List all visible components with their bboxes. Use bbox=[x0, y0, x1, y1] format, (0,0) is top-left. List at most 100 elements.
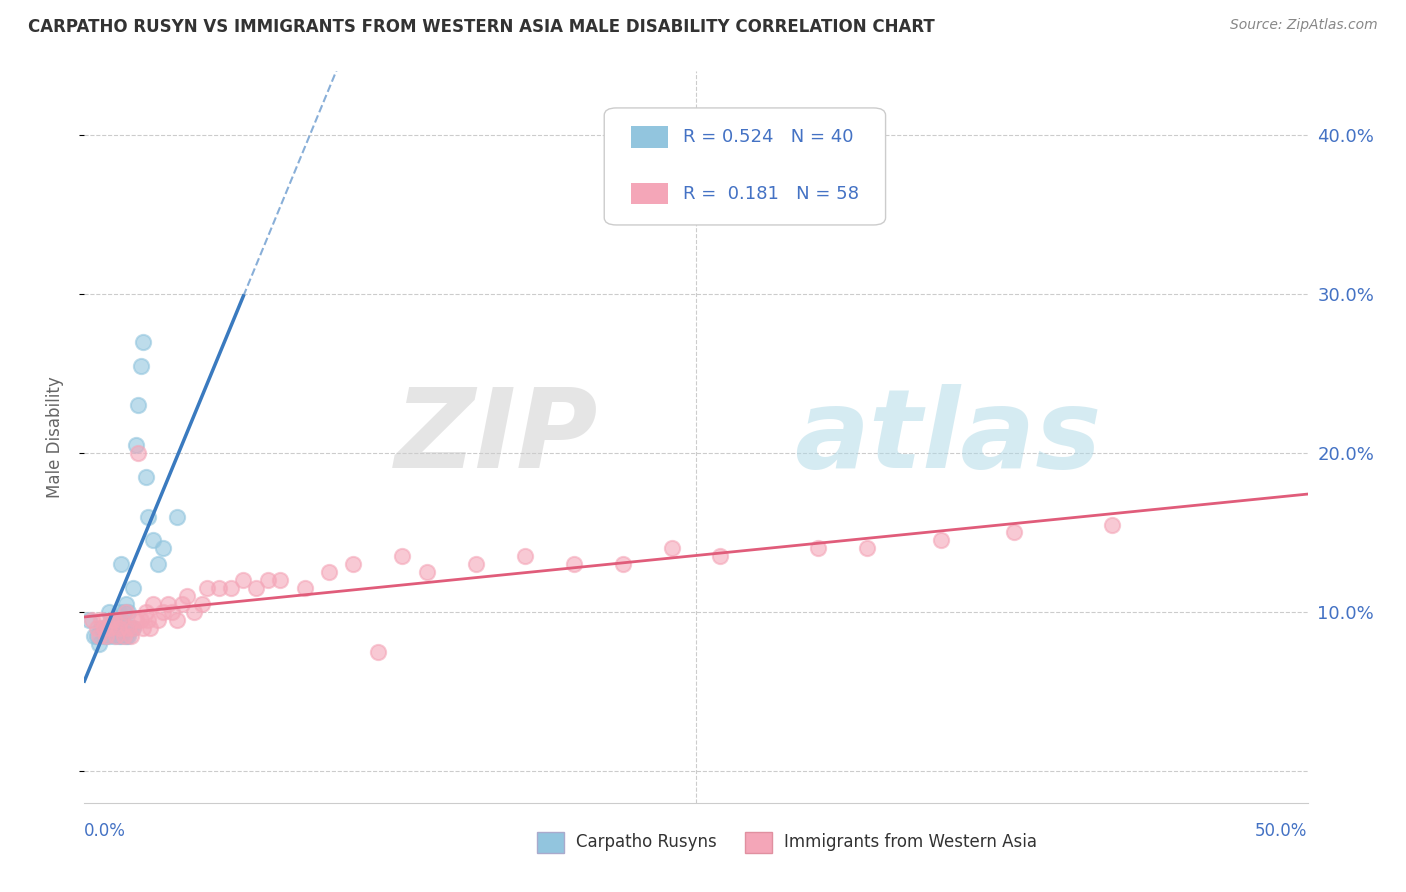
Point bbox=[1002, 525, 1025, 540]
Point bbox=[77, 613, 100, 627]
Point bbox=[142, 533, 165, 548]
Point bbox=[96, 621, 118, 635]
Point bbox=[1101, 517, 1123, 532]
FancyBboxPatch shape bbox=[537, 831, 564, 853]
FancyBboxPatch shape bbox=[745, 831, 772, 853]
Point bbox=[166, 509, 188, 524]
Point bbox=[513, 549, 536, 564]
Point bbox=[115, 605, 138, 619]
Point bbox=[96, 629, 118, 643]
Point bbox=[112, 621, 135, 635]
Text: Source: ZipAtlas.com: Source: ZipAtlas.com bbox=[1230, 18, 1378, 32]
Point bbox=[162, 605, 184, 619]
Point bbox=[367, 645, 389, 659]
Point bbox=[105, 621, 128, 635]
Point bbox=[87, 629, 110, 643]
Point bbox=[195, 581, 218, 595]
Point bbox=[100, 613, 122, 627]
Point bbox=[152, 541, 174, 556]
Point bbox=[318, 566, 340, 580]
Point bbox=[807, 541, 830, 556]
Point bbox=[661, 541, 683, 556]
Point bbox=[117, 605, 139, 619]
Point bbox=[86, 629, 108, 643]
Text: R =  0.181   N = 58: R = 0.181 N = 58 bbox=[682, 185, 859, 202]
Point bbox=[929, 533, 952, 548]
Point bbox=[269, 573, 291, 587]
Point bbox=[107, 605, 129, 619]
Point bbox=[115, 597, 138, 611]
Point bbox=[112, 629, 135, 643]
Point bbox=[135, 605, 157, 619]
Point bbox=[562, 558, 585, 572]
Point bbox=[146, 613, 169, 627]
Text: ZIP: ZIP bbox=[395, 384, 598, 491]
Text: Carpatho Rusyns: Carpatho Rusyns bbox=[576, 833, 717, 851]
Point bbox=[219, 581, 242, 595]
Point bbox=[80, 613, 103, 627]
Point bbox=[125, 613, 148, 627]
FancyBboxPatch shape bbox=[631, 126, 668, 148]
Point bbox=[612, 558, 634, 572]
Text: Immigrants from Western Asia: Immigrants from Western Asia bbox=[785, 833, 1038, 851]
Point bbox=[232, 573, 254, 587]
Point bbox=[122, 581, 145, 595]
Point bbox=[110, 613, 132, 627]
Y-axis label: Male Disability: Male Disability bbox=[45, 376, 63, 498]
Point bbox=[103, 613, 125, 627]
Point bbox=[127, 398, 149, 412]
Point bbox=[105, 613, 128, 627]
Point bbox=[86, 621, 108, 635]
FancyBboxPatch shape bbox=[631, 183, 668, 204]
Text: 50.0%: 50.0% bbox=[1256, 822, 1308, 840]
Point bbox=[146, 558, 169, 572]
Text: 0.0%: 0.0% bbox=[84, 822, 127, 840]
Point bbox=[464, 558, 486, 572]
Point bbox=[139, 621, 162, 635]
Point bbox=[416, 566, 439, 580]
Point bbox=[83, 629, 105, 643]
Point bbox=[183, 605, 205, 619]
Point bbox=[97, 629, 120, 643]
Point bbox=[176, 589, 198, 603]
Point bbox=[257, 573, 280, 587]
Point bbox=[93, 621, 115, 635]
Point bbox=[96, 629, 118, 643]
Point bbox=[120, 621, 142, 635]
Point bbox=[127, 446, 149, 460]
Point bbox=[105, 629, 128, 643]
Text: R = 0.524   N = 40: R = 0.524 N = 40 bbox=[682, 128, 853, 146]
Point bbox=[87, 637, 110, 651]
Point bbox=[856, 541, 879, 556]
Point bbox=[120, 629, 142, 643]
Point bbox=[132, 334, 155, 349]
Point bbox=[112, 605, 135, 619]
Point bbox=[136, 509, 159, 524]
Point bbox=[117, 621, 139, 635]
Point bbox=[129, 613, 152, 627]
Point bbox=[122, 621, 145, 635]
Point bbox=[208, 581, 231, 595]
Point bbox=[110, 629, 132, 643]
Point bbox=[142, 597, 165, 611]
Point bbox=[100, 621, 122, 635]
Point bbox=[156, 597, 179, 611]
Point bbox=[107, 621, 129, 635]
Point bbox=[129, 359, 152, 373]
Point bbox=[132, 621, 155, 635]
Point bbox=[135, 470, 157, 484]
Point bbox=[110, 558, 132, 572]
Point bbox=[110, 613, 132, 627]
FancyBboxPatch shape bbox=[605, 108, 886, 225]
Point bbox=[245, 581, 267, 595]
Point bbox=[125, 438, 148, 452]
Point bbox=[166, 613, 188, 627]
Point bbox=[90, 613, 112, 627]
Text: atlas: atlas bbox=[794, 384, 1101, 491]
Point bbox=[391, 549, 413, 564]
Point bbox=[107, 629, 129, 643]
Point bbox=[191, 597, 214, 611]
Text: CARPATHO RUSYN VS IMMIGRANTS FROM WESTERN ASIA MALE DISABILITY CORRELATION CHART: CARPATHO RUSYN VS IMMIGRANTS FROM WESTER… bbox=[28, 18, 935, 36]
Point bbox=[115, 629, 138, 643]
Point bbox=[294, 581, 316, 595]
